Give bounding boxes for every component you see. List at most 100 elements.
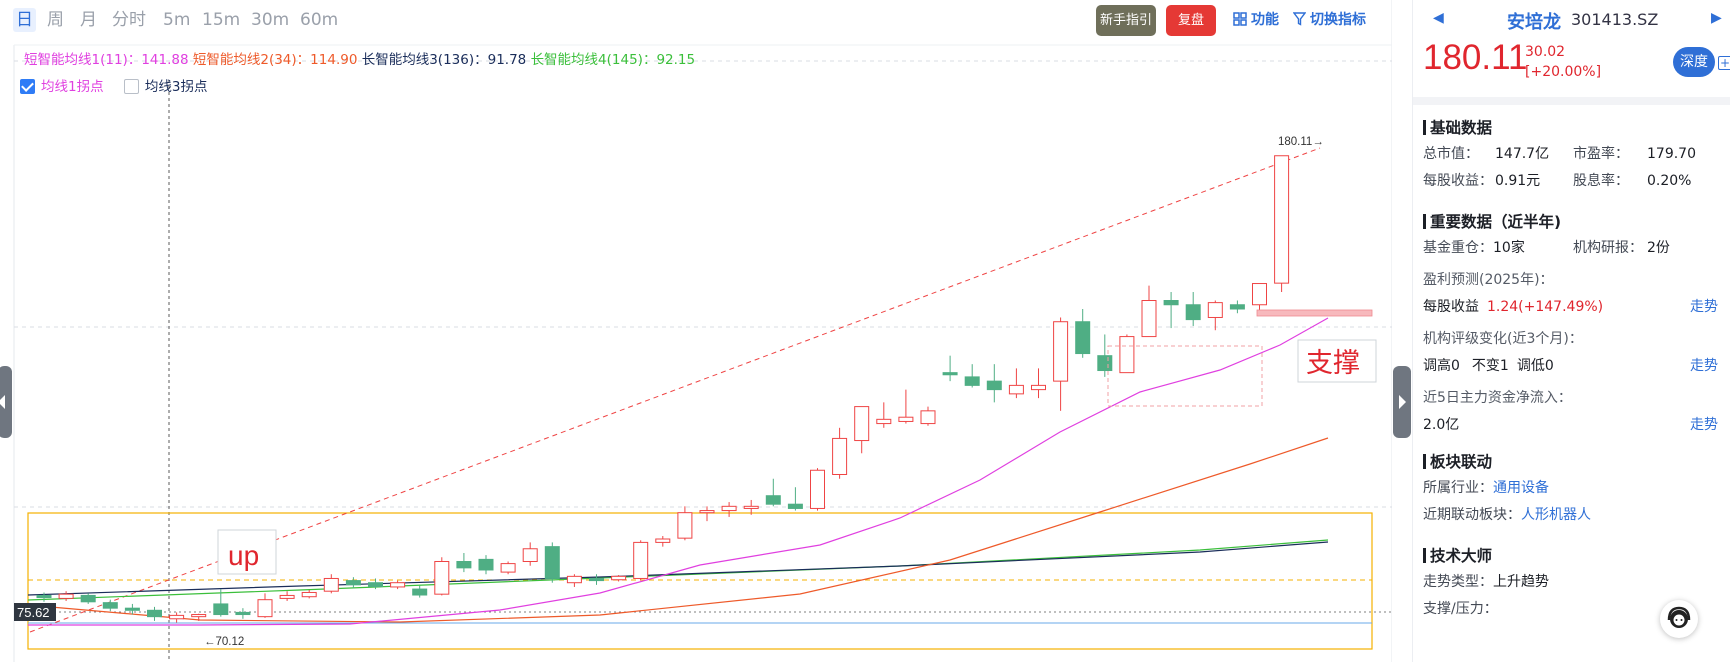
candle-up: [1008, 384, 1024, 395]
ma4-value: 92.15: [656, 52, 696, 68]
candle-down: [1075, 321, 1091, 355]
sector-section: 板块联动 所属行业：通用设备 近期联动板块：人形机器人: [1413, 439, 1730, 529]
candle-up: [920, 410, 936, 425]
industry-link[interactable]: 通用设备: [1493, 480, 1549, 496]
ma4-label: 长智能均线4(145)：: [530, 52, 657, 68]
forecast-eps-value: 1.24(+147.49%): [1487, 299, 1604, 315]
candle-up: [743, 505, 759, 509]
prev-stock-icon[interactable]: ◀: [1433, 10, 1444, 26]
rating-row: 调高0 不变1 调低0 走势: [1423, 353, 1730, 380]
forecast-eps-label: 每股收益: [1423, 299, 1479, 315]
support-zone-band: [1256, 309, 1373, 317]
chart-toolbar: 日 周 月 分时 5m 15m 30m 60m 新手指引 复盘 功能 切换指标: [0, 0, 1392, 40]
current-price-tag-bg: [14, 603, 56, 621]
linked-sector-link[interactable]: 人形机器人: [1521, 507, 1591, 523]
ma2-label: 短智能均线2(34)：: [192, 52, 311, 68]
support-annotation-box: [1297, 339, 1377, 383]
add-watchlist-icon[interactable]: +: [1718, 56, 1730, 70]
candle-down: [1185, 304, 1201, 321]
candle-up: [611, 575, 627, 581]
forecast-trend-link[interactable]: 走势: [1690, 299, 1718, 315]
candle-down: [544, 546, 560, 579]
ma3-inflection-checkbox[interactable]: [123, 79, 139, 94]
candle-up: [522, 548, 538, 562]
candle-up: [655, 538, 671, 543]
candle-down: [213, 603, 229, 616]
ma-legend: 短智能均线1(11)：141.88 短智能均线2(34)：114.90 长智能均…: [24, 48, 695, 68]
filter-icon: [1292, 12, 1307, 26]
candle-up: [1141, 300, 1157, 338]
tab-15m[interactable]: 15m: [202, 10, 241, 30]
deep-analysis-button[interactable]: 深度: [1673, 47, 1715, 77]
up-annotation-text: up: [228, 540, 259, 571]
candle-up: [323, 577, 339, 592]
candle-up: [721, 505, 737, 512]
candle-up: [1031, 384, 1046, 391]
candle-down: [345, 580, 361, 586]
next-stock-icon[interactable]: ▶: [1711, 10, 1722, 26]
candle-down: [787, 503, 803, 509]
candle-up: [390, 582, 406, 588]
function-label: 功能: [1251, 12, 1279, 28]
candle-up: [169, 614, 185, 620]
guide-button[interactable]: 新手指引: [1096, 5, 1156, 36]
candle-up: [1053, 321, 1069, 382]
capital-trend-link[interactable]: 走势: [1690, 417, 1718, 433]
section-title: 板块联动: [1423, 449, 1730, 475]
customer-service-icon[interactable]: [1660, 600, 1698, 638]
candle-up: [279, 594, 295, 599]
replay-button[interactable]: 复盘: [1166, 5, 1216, 36]
rating-trend-link[interactable]: 走势: [1690, 358, 1718, 374]
candle-down: [456, 560, 472, 569]
support-pressure-row: 支撑/压力：: [1423, 596, 1730, 623]
rating-label: 机构评级变化(近3个月)：: [1423, 331, 1583, 347]
trend-type-value: 上升趋势: [1493, 574, 1549, 590]
ma1-line: [28, 317, 1329, 626]
tab-intraday[interactable]: 分时: [112, 10, 146, 30]
tab-month[interactable]: 月: [80, 10, 97, 30]
candle-down: [1229, 304, 1245, 310]
tab-30m[interactable]: 30m: [251, 10, 290, 30]
up-annotation-box: [217, 529, 277, 575]
ma1-inflection-label: 均线1拐点: [41, 79, 104, 95]
research-value: 2份: [1647, 240, 1670, 256]
candle-up: [1119, 336, 1135, 374]
collapse-right-handle[interactable]: [1393, 366, 1411, 438]
stock-name: 安培龙: [1507, 12, 1561, 33]
important-data-section: 重要数据（近半年) 基金重仓：10家 机构研报： 2份 盈利预测(2025年)： …: [1413, 195, 1730, 439]
linked-sector-row: 近期联动板块：人形机器人: [1423, 502, 1730, 529]
basic-data-section: 基础数据 总市值： 147.7亿 市盈率： 179.70 每股收益： 0.91元…: [1413, 105, 1730, 195]
stock-code: 301413.SZ: [1571, 10, 1659, 29]
candle-up: [854, 406, 870, 442]
candle-up: [191, 614, 207, 618]
tab-5m[interactable]: 5m: [163, 10, 191, 30]
tab-day[interactable]: 日: [13, 8, 36, 32]
capital-label: 近5日主力资金净流入：: [1423, 390, 1572, 406]
dividend-label: 股息率：: [1573, 173, 1629, 189]
candle-down: [964, 376, 980, 386]
switch-indicator-button[interactable]: 切换指标: [1292, 9, 1366, 31]
candle-down: [235, 611, 251, 616]
tab-60m[interactable]: 60m: [300, 10, 339, 30]
high-price-label: 180.11→: [1278, 136, 1324, 148]
trend-type-label: 走势类型：: [1423, 574, 1493, 590]
collapse-left-handle[interactable]: [0, 366, 12, 438]
candle-up: [566, 575, 582, 584]
candle-up: [898, 416, 914, 422]
capital-value: 2.0亿: [1423, 417, 1460, 433]
rating-same: 不变1: [1471, 358, 1509, 374]
candle-down: [765, 495, 781, 505]
candle-down: [478, 558, 494, 571]
ma1-inflection-checkbox[interactable]: [20, 79, 35, 94]
candle-down: [124, 607, 140, 611]
rating-up: 调高0: [1423, 358, 1460, 374]
kline-chart[interactable]: 180.11→ ←70.12 75.62 up 支撑: [0, 0, 1392, 662]
function-button[interactable]: 功能: [1233, 9, 1279, 31]
forecast-row: 每股收益 1.24(+147.49%) 走势: [1423, 294, 1730, 321]
fund-label: 基金重仓：: [1423, 240, 1493, 256]
candle-down: [80, 594, 96, 603]
candle-up: [677, 512, 693, 539]
basic-row-2: 每股收益： 0.91元 股息率： 0.20%: [1423, 168, 1730, 195]
ma1-label: 短智能均线1(11)：: [24, 52, 142, 68]
tab-week[interactable]: 周: [47, 10, 64, 30]
